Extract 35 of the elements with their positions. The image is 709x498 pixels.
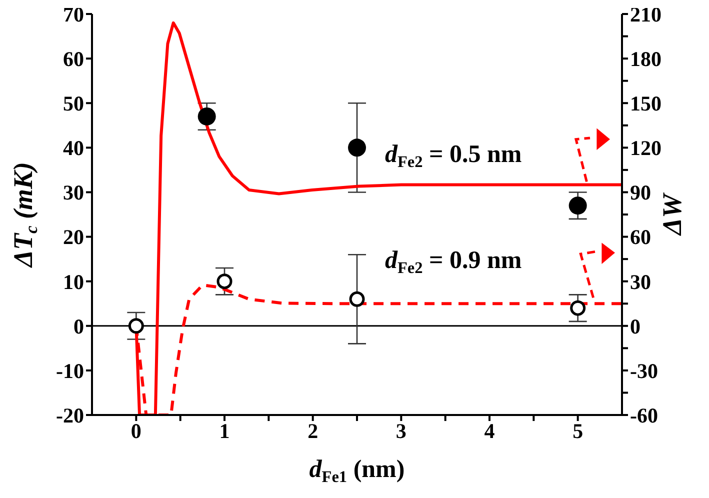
y2-tick-label: 180 bbox=[630, 47, 662, 72]
y-tick-label: 40 bbox=[63, 136, 84, 160]
point bbox=[216, 274, 232, 290]
x-tick-label: 1 bbox=[219, 418, 230, 443]
x-tick-label: 0 bbox=[130, 418, 142, 443]
point bbox=[349, 291, 365, 307]
point bbox=[198, 107, 216, 126]
y-tick-label: 20 bbox=[63, 225, 84, 250]
point bbox=[568, 196, 587, 215]
y2-tick-label: -30 bbox=[630, 358, 658, 383]
y-tick-label: -20 bbox=[56, 403, 84, 428]
y-tick-label: 60 bbox=[63, 47, 84, 72]
y2-tick-label: -60 bbox=[630, 403, 658, 428]
point bbox=[570, 300, 586, 316]
x-tick-label: 5 bbox=[572, 418, 584, 443]
annotation: d$_{Fe2}$ = 0.9 nm bbox=[385, 247, 522, 277]
y-tick-label: 30 bbox=[63, 180, 84, 205]
y2-tick-label: 120 bbox=[630, 136, 662, 160]
y2-axis-title: ΔW bbox=[657, 192, 687, 236]
x-tick-label: 3 bbox=[396, 418, 406, 443]
x-axis-title: d$_{Fe1}$ (nm) bbox=[309, 456, 405, 486]
point bbox=[348, 138, 366, 157]
y2-tick-label: 0 bbox=[630, 314, 640, 338]
y2-tick-label: 30 bbox=[630, 270, 651, 294]
x-tick-label: 4 bbox=[484, 418, 496, 443]
y-tick-label: 10 bbox=[63, 270, 84, 294]
y-tick-label: 50 bbox=[63, 92, 84, 116]
y-tick-label: 0 bbox=[74, 314, 84, 338]
y2-tick-label: 60 bbox=[630, 225, 651, 250]
y2-tick-label: 150 bbox=[630, 92, 662, 116]
point bbox=[128, 318, 144, 334]
y-tick-label: -10 bbox=[56, 358, 84, 383]
y2-tick-label: 90 bbox=[630, 180, 651, 205]
x-tick-label: 2 bbox=[308, 418, 318, 443]
annotation: d$_{Fe2}$ = 0.5 nm bbox=[385, 141, 522, 171]
